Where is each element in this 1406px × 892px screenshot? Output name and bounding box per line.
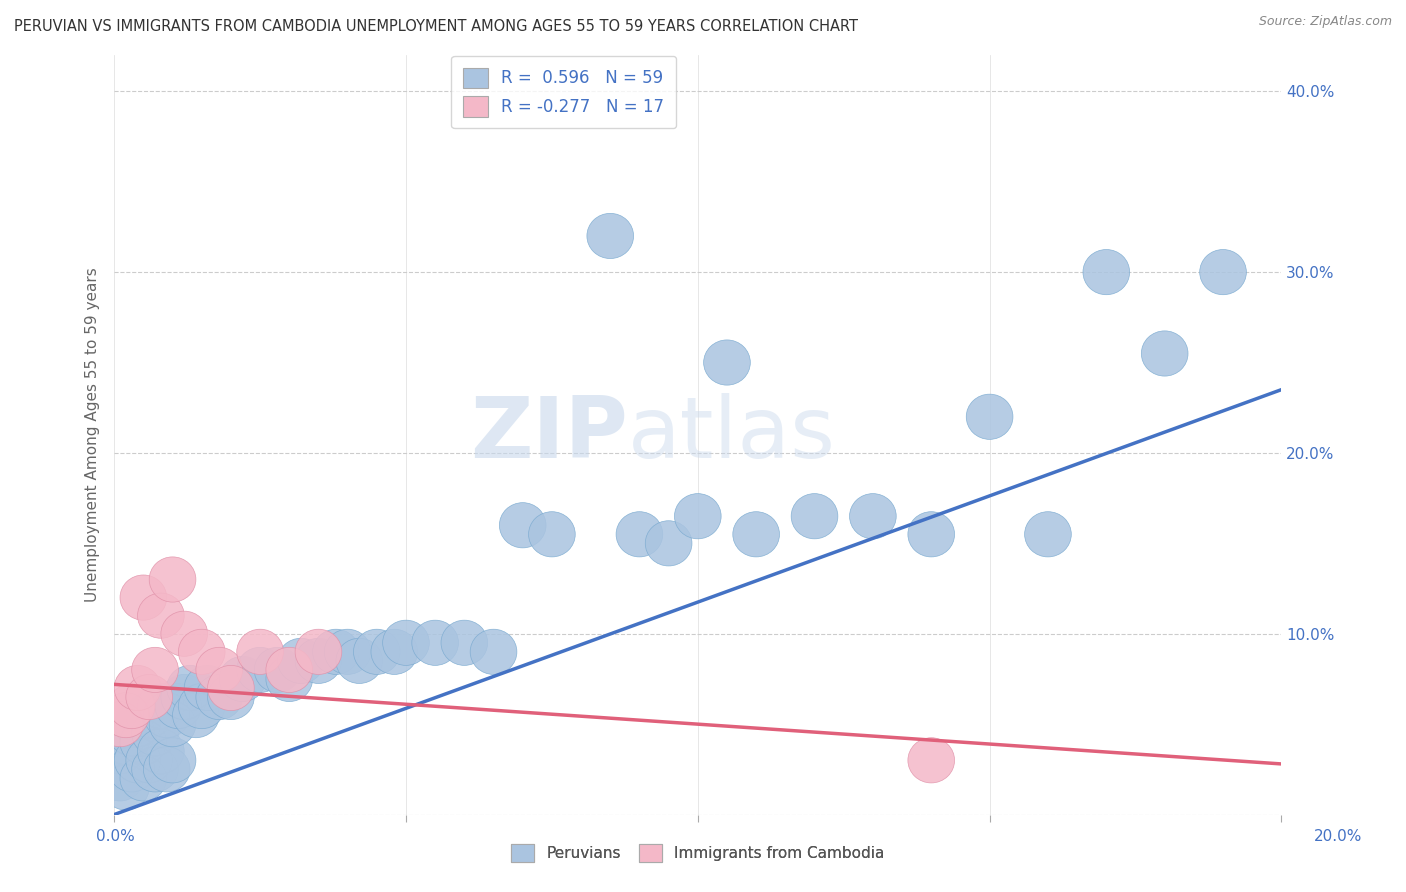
Ellipse shape <box>195 674 243 720</box>
Ellipse shape <box>97 729 143 774</box>
Ellipse shape <box>138 593 184 639</box>
Ellipse shape <box>149 701 195 747</box>
Ellipse shape <box>155 683 201 729</box>
Ellipse shape <box>97 756 143 801</box>
Ellipse shape <box>173 692 219 738</box>
Ellipse shape <box>184 665 231 711</box>
Ellipse shape <box>1142 331 1188 376</box>
Ellipse shape <box>353 629 401 674</box>
Ellipse shape <box>312 629 360 674</box>
Ellipse shape <box>97 701 143 747</box>
Ellipse shape <box>103 720 149 764</box>
Ellipse shape <box>179 683 225 729</box>
Ellipse shape <box>114 665 160 711</box>
Ellipse shape <box>908 738 955 783</box>
Ellipse shape <box>120 720 167 764</box>
Ellipse shape <box>529 512 575 557</box>
Text: ZIP: ZIP <box>470 393 627 476</box>
Ellipse shape <box>371 629 418 674</box>
Ellipse shape <box>208 674 254 720</box>
Ellipse shape <box>132 747 179 792</box>
Ellipse shape <box>138 729 184 774</box>
Ellipse shape <box>645 521 692 566</box>
Ellipse shape <box>132 711 179 756</box>
Ellipse shape <box>236 648 284 692</box>
Ellipse shape <box>127 692 173 738</box>
Ellipse shape <box>127 738 173 783</box>
Ellipse shape <box>114 701 160 747</box>
Legend: Peruvians, Immigrants from Cambodia: Peruvians, Immigrants from Cambodia <box>502 835 894 871</box>
Ellipse shape <box>675 493 721 539</box>
Ellipse shape <box>219 657 266 701</box>
Ellipse shape <box>108 711 155 756</box>
Ellipse shape <box>108 747 155 792</box>
Text: atlas: atlas <box>627 393 835 476</box>
Ellipse shape <box>703 340 751 385</box>
Ellipse shape <box>114 738 160 783</box>
Ellipse shape <box>1083 250 1129 294</box>
Ellipse shape <box>470 629 517 674</box>
Ellipse shape <box>295 629 342 674</box>
Ellipse shape <box>167 665 214 711</box>
Ellipse shape <box>266 648 312 692</box>
Y-axis label: Unemployment Among Ages 55 to 59 years: Unemployment Among Ages 55 to 59 years <box>86 268 100 602</box>
Text: 20.0%: 20.0% <box>1315 830 1362 844</box>
Ellipse shape <box>160 611 208 657</box>
Ellipse shape <box>143 747 190 792</box>
Ellipse shape <box>499 503 546 548</box>
Ellipse shape <box>792 493 838 539</box>
Ellipse shape <box>120 756 167 801</box>
Text: Source: ZipAtlas.com: Source: ZipAtlas.com <box>1258 15 1392 28</box>
Text: 0.0%: 0.0% <box>96 830 135 844</box>
Ellipse shape <box>208 665 254 711</box>
Ellipse shape <box>103 692 149 738</box>
Ellipse shape <box>127 674 173 720</box>
Ellipse shape <box>195 648 243 692</box>
Ellipse shape <box>382 620 429 665</box>
Ellipse shape <box>336 639 382 683</box>
Ellipse shape <box>266 657 312 701</box>
Ellipse shape <box>236 629 284 674</box>
Ellipse shape <box>1199 250 1246 294</box>
Ellipse shape <box>138 683 184 729</box>
Ellipse shape <box>103 764 149 810</box>
Ellipse shape <box>160 674 208 720</box>
Ellipse shape <box>733 512 779 557</box>
Ellipse shape <box>132 648 179 692</box>
Ellipse shape <box>849 493 896 539</box>
Ellipse shape <box>616 512 662 557</box>
Ellipse shape <box>143 692 190 738</box>
Ellipse shape <box>120 575 167 620</box>
Ellipse shape <box>966 394 1012 440</box>
Ellipse shape <box>108 683 155 729</box>
Ellipse shape <box>412 620 458 665</box>
Ellipse shape <box>149 557 195 602</box>
Ellipse shape <box>908 512 955 557</box>
Ellipse shape <box>586 213 634 259</box>
Ellipse shape <box>441 620 488 665</box>
Text: PERUVIAN VS IMMIGRANTS FROM CAMBODIA UNEMPLOYMENT AMONG AGES 55 TO 59 YEARS CORR: PERUVIAN VS IMMIGRANTS FROM CAMBODIA UNE… <box>14 20 858 34</box>
Ellipse shape <box>254 648 301 692</box>
Ellipse shape <box>325 629 371 674</box>
Ellipse shape <box>295 639 342 683</box>
Ellipse shape <box>1025 512 1071 557</box>
Ellipse shape <box>277 639 325 683</box>
Ellipse shape <box>149 738 195 783</box>
Ellipse shape <box>179 629 225 674</box>
